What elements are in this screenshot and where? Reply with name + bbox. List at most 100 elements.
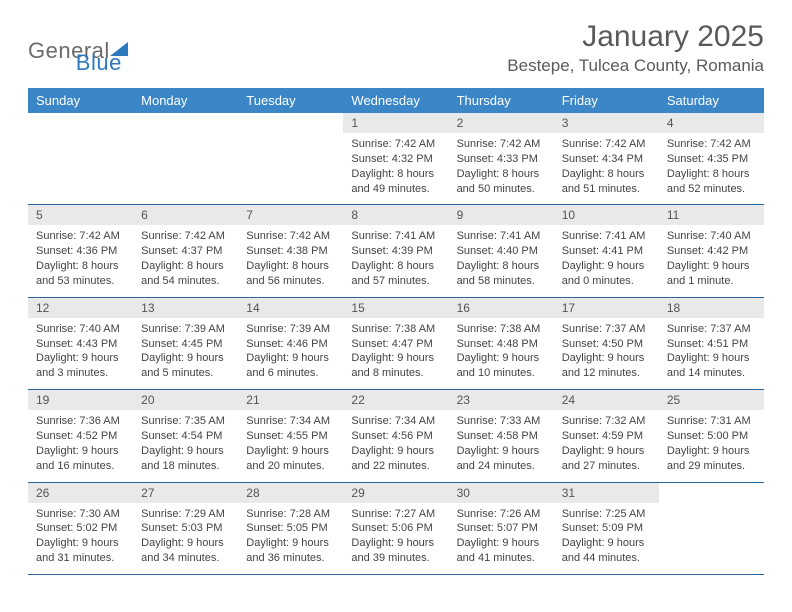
daylight-text: and 51 minutes. (562, 182, 651, 197)
sunset-text: Sunset: 5:00 PM (667, 429, 756, 444)
sunset-text: Sunset: 4:35 PM (667, 152, 756, 167)
daylight-text: Daylight: 8 hours (141, 259, 230, 274)
daylight-text: and 12 minutes. (562, 366, 651, 381)
sunset-text: Sunset: 4:38 PM (246, 244, 335, 259)
calendar-day-cell: 5Sunrise: 7:42 AMSunset: 4:36 PMDaylight… (28, 205, 133, 297)
daylight-text: and 53 minutes. (36, 274, 125, 289)
sunrise-text: Sunrise: 7:27 AM (351, 507, 440, 522)
calendar-day-cell: 22Sunrise: 7:34 AMSunset: 4:56 PMDayligh… (343, 390, 448, 482)
daylight-text: Daylight: 9 hours (141, 536, 230, 551)
sunset-text: Sunset: 4:39 PM (351, 244, 440, 259)
day-number: 19 (28, 390, 133, 410)
weekday-header: Sunday (28, 88, 133, 113)
location-text: Bestepe, Tulcea County, Romania (507, 56, 764, 76)
calendar-day-cell (133, 113, 238, 205)
calendar-day-cell: 26Sunrise: 7:30 AMSunset: 5:02 PMDayligh… (28, 482, 133, 574)
calendar-day-cell: 24Sunrise: 7:32 AMSunset: 4:59 PMDayligh… (554, 390, 659, 482)
day-number: 31 (554, 483, 659, 503)
calendar-body: 1Sunrise: 7:42 AMSunset: 4:32 PMDaylight… (28, 113, 764, 574)
daylight-text: and 22 minutes. (351, 459, 440, 474)
daylight-text: and 57 minutes. (351, 274, 440, 289)
daylight-text: Daylight: 8 hours (457, 167, 546, 182)
calendar-day-cell (238, 113, 343, 205)
day-number: 30 (449, 483, 554, 503)
day-details: Sunrise: 7:37 AMSunset: 4:51 PMDaylight:… (659, 318, 764, 389)
calendar-day-cell: 16Sunrise: 7:38 AMSunset: 4:48 PMDayligh… (449, 297, 554, 389)
daylight-text: and 5 minutes. (141, 366, 230, 381)
day-number: 28 (238, 483, 343, 503)
day-details: Sunrise: 7:39 AMSunset: 4:45 PMDaylight:… (133, 318, 238, 389)
calendar-day-cell: 21Sunrise: 7:34 AMSunset: 4:55 PMDayligh… (238, 390, 343, 482)
day-details: Sunrise: 7:41 AMSunset: 4:40 PMDaylight:… (449, 225, 554, 296)
daylight-text: and 8 minutes. (351, 366, 440, 381)
day-number: 25 (659, 390, 764, 410)
sunset-text: Sunset: 4:58 PM (457, 429, 546, 444)
daylight-text: and 34 minutes. (141, 551, 230, 566)
daylight-text: and 41 minutes. (457, 551, 546, 566)
sunset-text: Sunset: 4:55 PM (246, 429, 335, 444)
sunrise-text: Sunrise: 7:37 AM (562, 322, 651, 337)
logo-word-2: Blue (76, 50, 122, 76)
daylight-text: Daylight: 9 hours (141, 351, 230, 366)
sunset-text: Sunset: 4:47 PM (351, 337, 440, 352)
daylight-text: Daylight: 9 hours (562, 351, 651, 366)
sunset-text: Sunset: 4:36 PM (36, 244, 125, 259)
sunrise-text: Sunrise: 7:41 AM (457, 229, 546, 244)
day-number: 14 (238, 298, 343, 318)
calendar-day-cell: 18Sunrise: 7:37 AMSunset: 4:51 PMDayligh… (659, 297, 764, 389)
daylight-text: and 31 minutes. (36, 551, 125, 566)
calendar-page: General Blue January 2025 Bestepe, Tulce… (0, 0, 792, 595)
day-number: 3 (554, 113, 659, 133)
day-details: Sunrise: 7:40 AMSunset: 4:43 PMDaylight:… (28, 318, 133, 389)
sunrise-text: Sunrise: 7:42 AM (667, 137, 756, 152)
calendar-day-cell: 17Sunrise: 7:37 AMSunset: 4:50 PMDayligh… (554, 297, 659, 389)
day-number: 22 (343, 390, 448, 410)
daylight-text: and 36 minutes. (246, 551, 335, 566)
sunset-text: Sunset: 4:59 PM (562, 429, 651, 444)
day-number: 12 (28, 298, 133, 318)
daylight-text: and 52 minutes. (667, 182, 756, 197)
day-number: 17 (554, 298, 659, 318)
daylight-text: and 54 minutes. (141, 274, 230, 289)
sunrise-text: Sunrise: 7:30 AM (36, 507, 125, 522)
weekday-header: Friday (554, 88, 659, 113)
calendar-week-row: 26Sunrise: 7:30 AMSunset: 5:02 PMDayligh… (28, 482, 764, 574)
daylight-text: and 50 minutes. (457, 182, 546, 197)
daylight-text: Daylight: 8 hours (36, 259, 125, 274)
daylight-text: Daylight: 8 hours (351, 167, 440, 182)
daylight-text: Daylight: 9 hours (36, 351, 125, 366)
sunset-text: Sunset: 4:33 PM (457, 152, 546, 167)
day-number: 20 (133, 390, 238, 410)
day-details: Sunrise: 7:26 AMSunset: 5:07 PMDaylight:… (449, 503, 554, 574)
daylight-text: Daylight: 8 hours (246, 259, 335, 274)
day-details: Sunrise: 7:42 AMSunset: 4:32 PMDaylight:… (343, 133, 448, 204)
sunrise-text: Sunrise: 7:28 AM (246, 507, 335, 522)
sunrise-text: Sunrise: 7:42 AM (246, 229, 335, 244)
daylight-text: and 49 minutes. (351, 182, 440, 197)
daylight-text: Daylight: 9 hours (141, 444, 230, 459)
daylight-text: and 39 minutes. (351, 551, 440, 566)
calendar-day-cell: 11Sunrise: 7:40 AMSunset: 4:42 PMDayligh… (659, 205, 764, 297)
daylight-text: Daylight: 9 hours (667, 259, 756, 274)
weekday-header: Tuesday (238, 88, 343, 113)
sunrise-text: Sunrise: 7:41 AM (351, 229, 440, 244)
calendar-week-row: 19Sunrise: 7:36 AMSunset: 4:52 PMDayligh… (28, 390, 764, 482)
daylight-text: Daylight: 9 hours (457, 444, 546, 459)
calendar-week-row: 12Sunrise: 7:40 AMSunset: 4:43 PMDayligh… (28, 297, 764, 389)
sunset-text: Sunset: 5:06 PM (351, 521, 440, 536)
weekday-header-row: Sunday Monday Tuesday Wednesday Thursday… (28, 88, 764, 113)
day-details: Sunrise: 7:42 AMSunset: 4:38 PMDaylight:… (238, 225, 343, 296)
calendar-day-cell: 13Sunrise: 7:39 AMSunset: 4:45 PMDayligh… (133, 297, 238, 389)
sunrise-text: Sunrise: 7:32 AM (562, 414, 651, 429)
daylight-text: and 0 minutes. (562, 274, 651, 289)
day-number: 21 (238, 390, 343, 410)
calendar-day-cell: 9Sunrise: 7:41 AMSunset: 4:40 PMDaylight… (449, 205, 554, 297)
sunset-text: Sunset: 4:46 PM (246, 337, 335, 352)
day-details: Sunrise: 7:29 AMSunset: 5:03 PMDaylight:… (133, 503, 238, 574)
day-number: 5 (28, 205, 133, 225)
sunrise-text: Sunrise: 7:33 AM (457, 414, 546, 429)
sunset-text: Sunset: 4:37 PM (141, 244, 230, 259)
page-header: General Blue January 2025 Bestepe, Tulce… (28, 20, 764, 76)
day-details: Sunrise: 7:36 AMSunset: 4:52 PMDaylight:… (28, 410, 133, 481)
daylight-text: Daylight: 9 hours (351, 536, 440, 551)
